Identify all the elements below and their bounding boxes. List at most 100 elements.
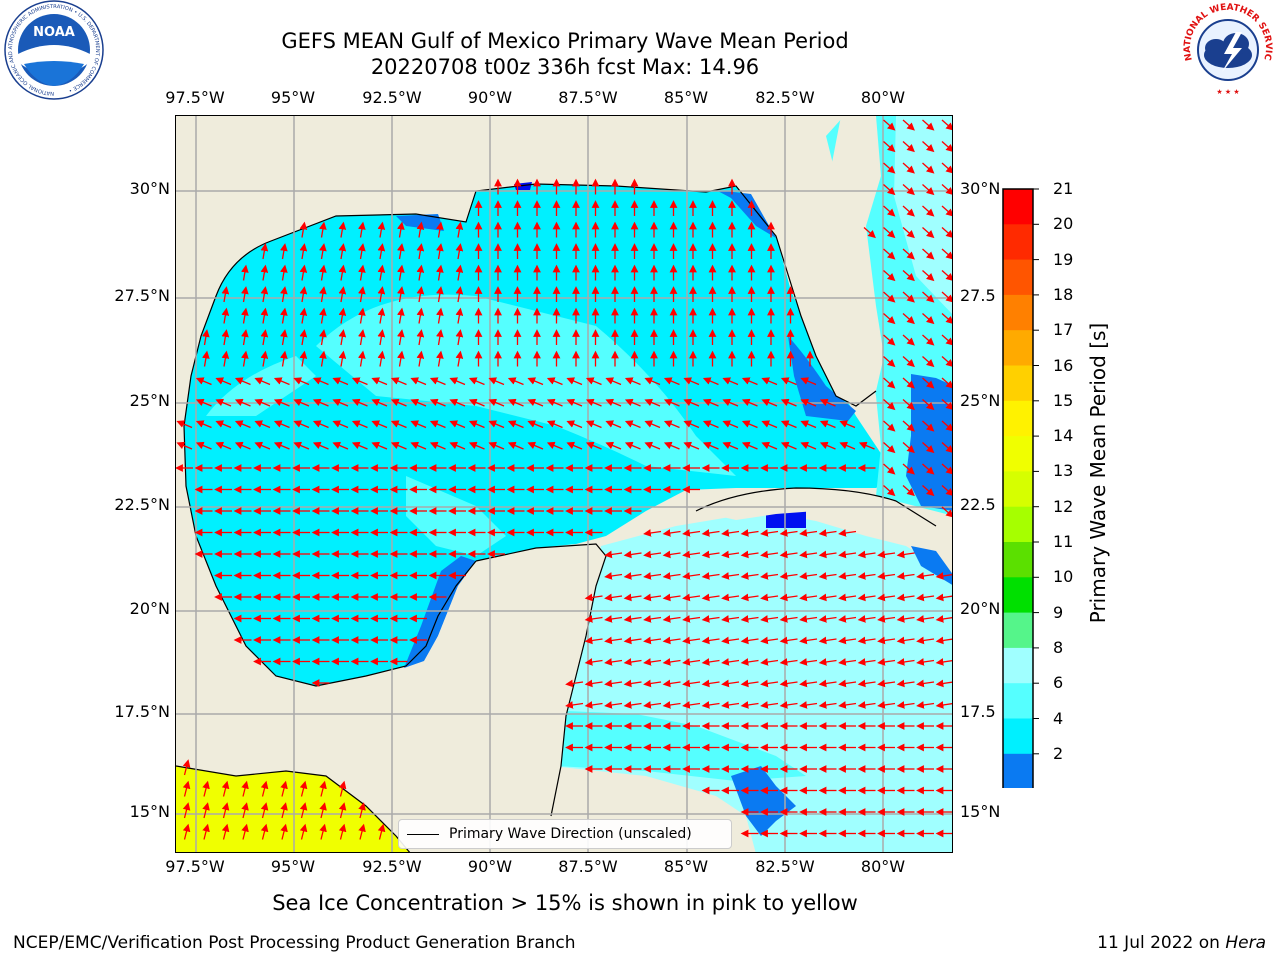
colorbar-tick-label: 13 [1053, 461, 1074, 481]
colorbar-cell [1003, 506, 1033, 543]
wave-arrow [416, 264, 425, 281]
wave-arrow [721, 636, 740, 645]
gulf-light-patch [316, 294, 736, 476]
map-gridlines [176, 116, 952, 852]
footer-date-text: 11 Jul 2022 on [1097, 933, 1226, 953]
wave-arrow [761, 377, 778, 386]
wave-arrow [358, 243, 366, 260]
wave-arrow [935, 701, 952, 709]
axis-tick-label: 85°W [663, 857, 709, 876]
wave-arrow [429, 377, 446, 386]
wave-arrow [740, 550, 759, 559]
axis-tick-label: 90°W [467, 88, 513, 107]
wave-arrow [390, 377, 407, 386]
wave-arrow [312, 377, 329, 386]
colorbar-tick-label: 4 [1053, 708, 1064, 728]
wave-arrow [319, 221, 327, 238]
wave-arrow [604, 658, 623, 666]
wave-arrow [818, 636, 837, 645]
wave-arrow [488, 441, 505, 450]
wave-arrow [721, 572, 740, 580]
wave-arrow [351, 420, 368, 429]
axis-tick-label: 15°N [129, 802, 170, 821]
cuba-dark-patch [766, 510, 806, 528]
wave-arrow [838, 529, 857, 537]
wave-arrow [662, 572, 681, 580]
wave-arrow [941, 119, 952, 131]
wave-arrow [761, 420, 778, 429]
wave-arrow [922, 463, 935, 475]
wave-arrow [221, 307, 230, 324]
colorbar-cell [1003, 471, 1033, 508]
wave-arrow [883, 442, 896, 454]
wave-arrow [280, 264, 288, 281]
wave-arrow [221, 780, 230, 797]
wave-arrow [662, 658, 681, 666]
wave-arrow [202, 823, 210, 840]
wave-arrow [818, 572, 837, 580]
colorbar-cell [1003, 612, 1033, 649]
wave-arrow [800, 420, 817, 429]
wave-arrow [584, 615, 603, 623]
wave-arrow [857, 701, 876, 709]
wave-arrow [338, 780, 347, 797]
wave-arrow [857, 679, 876, 688]
wave-arrow [565, 679, 584, 688]
wave-arrow [877, 593, 896, 602]
wave-arrow [760, 679, 779, 688]
wave-arrow [241, 329, 249, 346]
wave-arrow [623, 572, 642, 580]
wave-arrow [338, 350, 347, 367]
wave-arrow [902, 420, 915, 432]
wave-arrow [299, 802, 308, 819]
wave-arrow [358, 823, 366, 840]
bahamas-blue [906, 374, 952, 511]
wave-arrow [799, 679, 818, 688]
wave-arrow [779, 679, 798, 688]
wave-arrow [546, 398, 563, 407]
wave-arrow [883, 399, 896, 411]
wave-arrow [182, 780, 191, 797]
wave-arrow [643, 701, 662, 709]
wave-arrow [293, 398, 310, 407]
wave-arrow [922, 248, 935, 260]
wave-arrow [883, 227, 896, 239]
wave-arrow [299, 780, 308, 797]
wave-arrow [338, 243, 347, 260]
wave-arrow [883, 119, 896, 131]
wave-arrow [507, 441, 524, 450]
wave-arrow [877, 701, 896, 709]
wave-arrow [468, 441, 485, 450]
colorbar-tick-label: 2 [1053, 743, 1064, 763]
wave-arrow [234, 420, 251, 429]
cuba-land [696, 488, 936, 528]
wave-arrow [241, 307, 249, 324]
wave-arrow [941, 184, 952, 196]
wave-arrow [857, 572, 876, 580]
wave-arrow [299, 221, 308, 238]
wave-arrow [941, 463, 952, 475]
wave-arrow [780, 420, 797, 429]
wave-arrow [896, 615, 915, 623]
wave-arrow [468, 377, 485, 386]
wave-arrow [941, 248, 952, 260]
wave-arrow [902, 184, 915, 196]
colorbar-tick-label: 15 [1053, 390, 1074, 410]
wave-arrow [176, 420, 193, 429]
wave-arrow [643, 529, 662, 537]
wave-arrow [741, 398, 758, 407]
wave-arrow [604, 701, 623, 709]
wave-arrow [682, 593, 701, 602]
wave-arrow [902, 442, 915, 454]
wave-arrow [902, 205, 915, 217]
nws-logo: NATIONAL WEATHER SERVICE ★ ★ ★ [1178, 0, 1277, 99]
wave-arrow [254, 377, 271, 386]
wave-arrow [416, 243, 425, 260]
wave-arrow [605, 377, 622, 386]
wave-arrow [293, 441, 310, 450]
wave-arrow [623, 701, 642, 709]
wave-arrow [280, 329, 288, 346]
caribbean-cyan-strip [556, 711, 806, 781]
wave-arrow [662, 679, 681, 688]
axis-tick-label: 80°W [860, 88, 906, 107]
